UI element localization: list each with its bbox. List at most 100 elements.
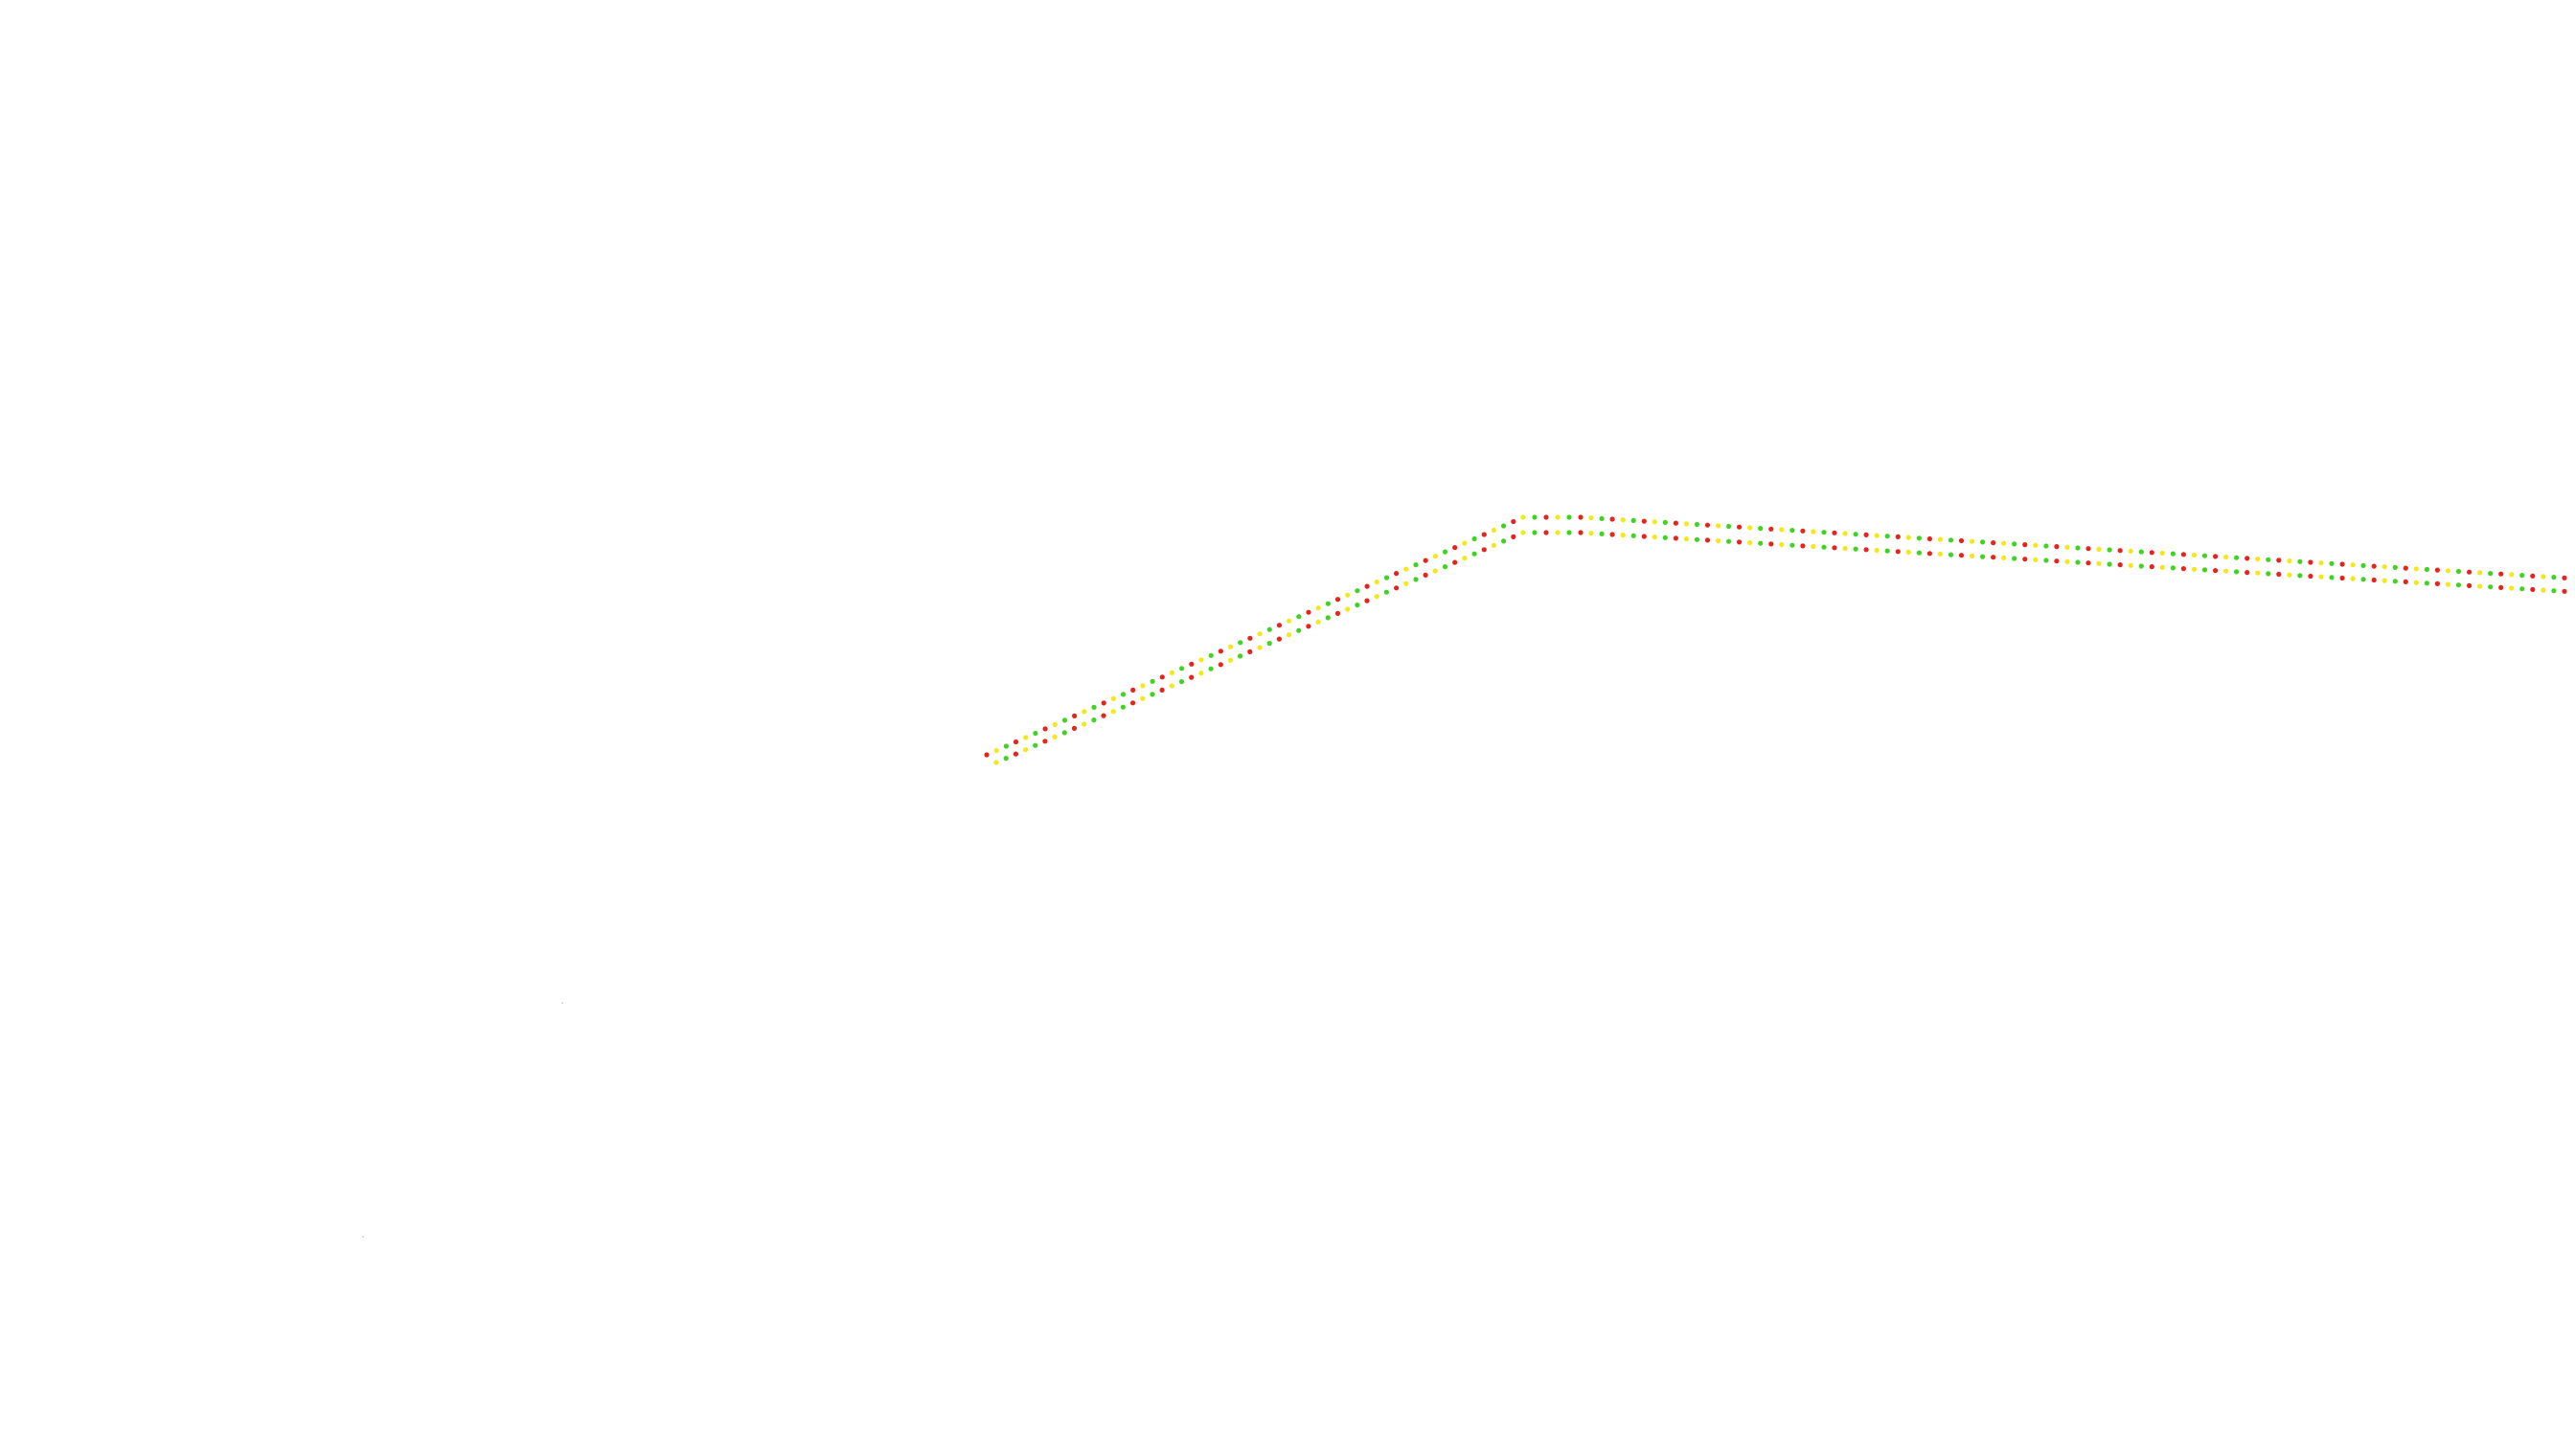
route-dot <box>1413 562 1419 568</box>
route-dot <box>1413 577 1419 582</box>
route-dot <box>1747 525 1753 531</box>
route-dot <box>1716 523 1721 529</box>
route-lane-outer <box>984 514 2567 758</box>
route-dot <box>1673 520 1678 526</box>
route-dot <box>2318 560 2324 566</box>
route-dot <box>1169 670 1175 675</box>
route-dot <box>2170 551 2176 557</box>
route-dot <box>1423 557 1428 563</box>
route-dot <box>1296 614 1302 620</box>
route-dot <box>1620 517 1626 523</box>
route-dot <box>1218 662 1223 668</box>
route-dot <box>1325 615 1331 621</box>
route-dot <box>1247 635 1253 641</box>
route-dot <box>1874 533 1880 538</box>
route-dot <box>2128 562 2133 568</box>
route-dot <box>1566 530 1572 535</box>
route-dot <box>1895 534 1901 540</box>
route-dot <box>2266 557 2271 562</box>
route-dot <box>1072 713 1078 719</box>
route-dot <box>1345 592 1351 598</box>
route-dot <box>2350 562 2356 568</box>
route-dot <box>1208 666 1214 671</box>
route-dot <box>1383 575 1390 580</box>
route-dot <box>2117 562 2123 568</box>
route-dot <box>1120 704 1126 710</box>
route-dot <box>1033 730 1038 737</box>
route-dot <box>1003 756 1009 762</box>
route-dot <box>2075 559 2081 565</box>
route-dot <box>2360 562 2366 569</box>
route-dot <box>1266 641 1272 647</box>
route-dot <box>1555 530 1561 535</box>
route-dot <box>1442 564 1448 570</box>
route-dot <box>2509 585 2515 591</box>
route-dot <box>1937 536 1943 542</box>
route-dot <box>2445 581 2451 587</box>
route-dot <box>1003 743 1009 749</box>
route-dot <box>1481 532 1487 537</box>
route-dot <box>2360 577 2366 582</box>
route-dot <box>2022 542 2028 548</box>
route-dot <box>1364 598 1370 603</box>
route-dot <box>1863 532 1869 538</box>
route-dot <box>2138 563 2144 569</box>
route-dot <box>2551 588 2557 594</box>
route-dot <box>1276 636 1282 642</box>
route-dot <box>1630 533 1636 538</box>
route-dot <box>1101 713 1106 718</box>
route-dot <box>1198 657 1204 663</box>
route-dot <box>1716 538 1721 544</box>
route-dot <box>2519 573 2525 579</box>
route-dot <box>1082 709 1087 715</box>
route-dot <box>2276 557 2282 563</box>
route-dot <box>1189 661 1195 667</box>
route-dot <box>1641 534 1647 539</box>
route-dot <box>1423 572 1428 579</box>
route-dot <box>1287 618 1292 624</box>
route-dot <box>2424 566 2429 573</box>
route-dot <box>2001 555 2007 561</box>
route-dot <box>1462 556 1468 561</box>
route-dot <box>1013 751 1018 757</box>
route-dot <box>1471 535 1477 542</box>
route-dot <box>1821 544 1827 550</box>
route-dot <box>1247 648 1253 655</box>
route-dot <box>2159 550 2165 557</box>
route-dot <box>1991 540 1996 546</box>
route-dot <box>2213 568 2219 574</box>
route-dot <box>2519 586 2525 592</box>
route-dot <box>2339 575 2345 581</box>
route-dot <box>2033 542 2039 548</box>
route-dot <box>2191 552 2198 558</box>
route-dot <box>1159 687 1165 694</box>
route-dot <box>2488 571 2494 577</box>
route-dot <box>1394 585 1400 591</box>
route-dot <box>1673 535 1678 541</box>
route-dot <box>1315 619 1321 625</box>
route-dot <box>1758 540 1764 546</box>
route-dot <box>1737 524 1743 530</box>
route-dot <box>2107 547 2112 553</box>
route-dot <box>1345 606 1351 612</box>
route-dot <box>1599 515 1605 522</box>
route-dot <box>1652 535 1657 540</box>
route-dot <box>1937 551 1943 557</box>
route-dot <box>2064 544 2070 550</box>
route-dot <box>1916 535 1922 541</box>
route-dot <box>1325 601 1331 606</box>
route-dot <box>1578 514 1584 520</box>
route-dot <box>2180 552 2186 557</box>
route-dot <box>1374 594 1379 600</box>
route-dot <box>2488 584 2494 590</box>
route-dot <box>1178 679 1185 685</box>
route-dot <box>2455 582 2462 588</box>
route-dot <box>1662 519 1668 526</box>
route-dot <box>1238 640 1243 646</box>
route-dot <box>1403 566 1409 572</box>
route-dot <box>1120 692 1127 697</box>
route-dot <box>2339 561 2345 567</box>
route-dot <box>1842 545 1848 552</box>
route-dot <box>1208 652 1214 658</box>
